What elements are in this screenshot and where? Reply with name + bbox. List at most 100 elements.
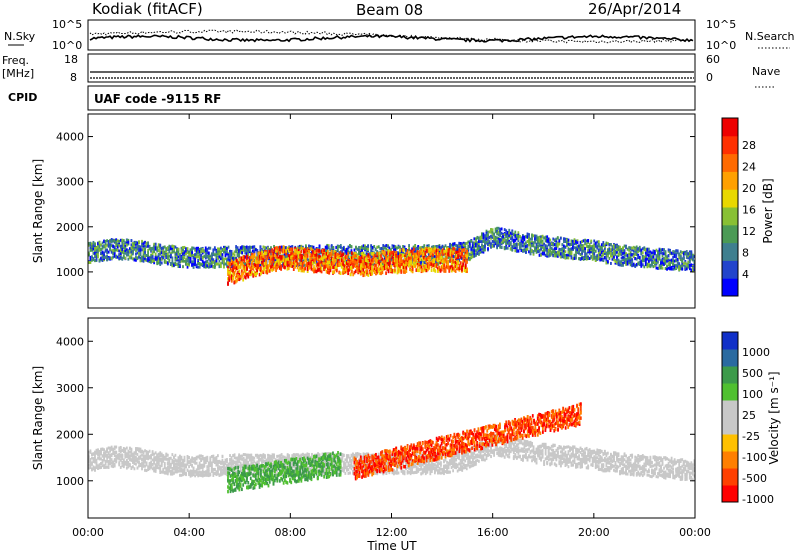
power-pixel <box>132 247 134 251</box>
power-pixel <box>347 254 350 258</box>
power-pixel <box>294 248 296 253</box>
power-pixel <box>599 258 602 262</box>
power-pixel <box>313 251 315 256</box>
power-pixel <box>605 251 608 255</box>
power-pixel <box>124 241 127 245</box>
power-pixel <box>597 243 600 247</box>
power-pixel <box>664 267 667 271</box>
power-pixel <box>344 255 347 260</box>
power-pixel <box>376 267 379 271</box>
power-pixel <box>385 247 388 251</box>
power-pixel <box>95 253 98 257</box>
power-pixel <box>198 249 201 253</box>
power-pixel <box>385 244 388 248</box>
power-pixel <box>182 248 184 252</box>
power-pixel <box>306 269 309 273</box>
power-pixel <box>663 248 665 252</box>
power-pixel <box>685 263 688 267</box>
power-pixel <box>262 256 265 261</box>
power-pixel <box>558 249 561 253</box>
power-pixel <box>251 262 253 267</box>
power-pixel <box>640 252 643 256</box>
power-pixel <box>342 247 345 251</box>
power-pixel <box>325 259 328 263</box>
power-pixel <box>500 246 503 250</box>
power-pixel <box>291 254 294 258</box>
power-pixel <box>347 252 350 256</box>
power-pixel <box>626 247 629 251</box>
power-pixel <box>366 256 369 260</box>
power-pixel <box>362 273 365 278</box>
power-pixel <box>535 238 538 242</box>
power-pixel <box>263 267 266 271</box>
power-pixel <box>182 246 184 250</box>
power-pixel <box>537 239 539 243</box>
power-pixel <box>323 257 326 261</box>
power-pixel <box>285 255 288 259</box>
power-pixel <box>166 256 169 260</box>
power-pixel <box>95 256 98 260</box>
power-pixel <box>399 245 401 249</box>
power-pixel <box>617 246 620 250</box>
power-pixel <box>119 252 122 256</box>
power-pixel <box>228 273 231 278</box>
power-pixel <box>139 251 142 255</box>
power-pixel <box>338 258 341 262</box>
power-pixel <box>194 260 197 264</box>
power-pixel <box>309 265 312 269</box>
power-pixel <box>201 256 204 260</box>
power-pixel <box>210 252 213 256</box>
power-pixel <box>526 235 529 239</box>
power-pixel <box>338 245 341 249</box>
power-pixel <box>452 254 454 258</box>
power-pixel <box>544 235 547 239</box>
power-pixel <box>242 248 245 252</box>
power-pixel <box>353 259 356 264</box>
power-pixel <box>212 258 215 262</box>
power-pixel <box>113 254 116 258</box>
power-pixel <box>309 252 312 257</box>
power-pixel <box>690 252 693 256</box>
power-pixel <box>242 266 245 270</box>
power-pixel <box>160 251 163 255</box>
power-pixel <box>367 265 370 270</box>
power-pixel <box>646 257 649 261</box>
power-pixel <box>234 280 237 284</box>
power-pixel <box>600 246 603 250</box>
power-pixel <box>631 248 634 252</box>
power-pixel <box>370 255 373 259</box>
power-pixel <box>282 262 285 267</box>
power-pixel <box>186 249 189 253</box>
power-pixel <box>286 257 289 262</box>
power-pixel <box>667 254 670 258</box>
freq-label: Freq. <box>2 54 29 67</box>
power-pixel <box>666 264 668 268</box>
power-pixel <box>248 258 251 262</box>
power-pixel <box>136 247 139 251</box>
power-pixel <box>514 238 517 242</box>
power-pixel <box>100 243 102 247</box>
power-pixel <box>286 252 289 256</box>
power-pixel <box>271 249 274 254</box>
power-pixel <box>670 258 673 262</box>
power-pixel <box>339 244 342 248</box>
power-pixel <box>488 236 491 240</box>
power-pixel <box>678 262 681 266</box>
power-pixel <box>266 255 269 259</box>
power-pixel <box>500 227 503 231</box>
power-pixel <box>481 243 483 247</box>
power-pixel <box>251 255 253 259</box>
power-pixel <box>364 261 367 266</box>
nsky-tick-top: 10^5 <box>52 18 82 31</box>
power-pixel <box>576 249 579 253</box>
power-pixel <box>569 248 571 252</box>
power-pixel <box>567 254 570 258</box>
power-pixel <box>467 254 470 258</box>
power-pixel <box>188 253 190 257</box>
power-pixel <box>263 251 266 255</box>
power-pixel <box>162 245 165 249</box>
power-pixel <box>174 262 177 266</box>
power-pixel <box>319 255 322 259</box>
power-pixel <box>320 269 323 274</box>
power-pixel <box>250 259 253 263</box>
